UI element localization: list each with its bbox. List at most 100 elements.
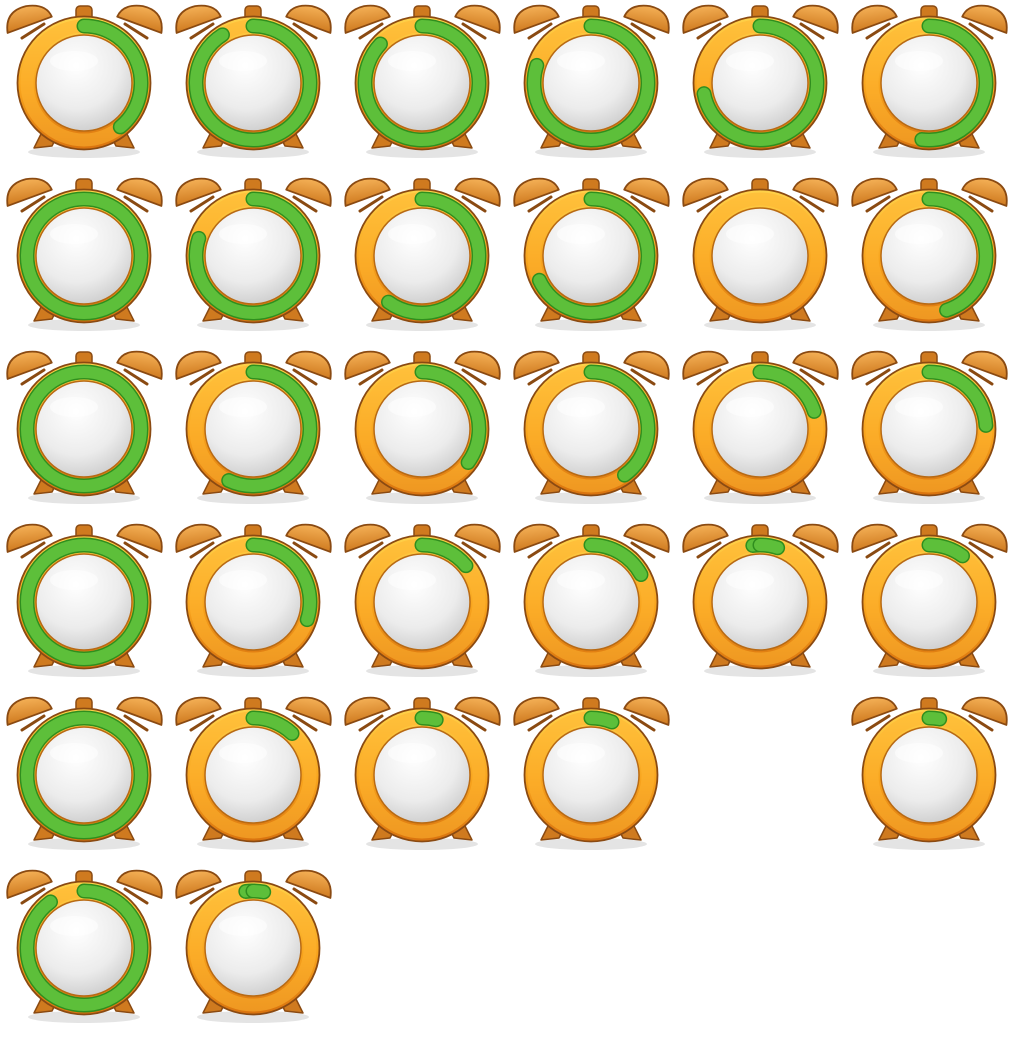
timer-progress-ring bbox=[696, 18, 825, 148]
timer-progress-ring bbox=[583, 537, 649, 583]
timer-progress-ring bbox=[583, 364, 656, 483]
alarm-clock-graphic bbox=[513, 4, 670, 158]
clock-bells bbox=[851, 350, 1008, 386]
alarm-clock-icon bbox=[845, 692, 1013, 865]
alarm-clock-graphic bbox=[513, 177, 670, 331]
clock-bells bbox=[175, 869, 332, 905]
alarm-clock-graphic bbox=[175, 696, 332, 850]
clock-bells bbox=[851, 696, 1008, 732]
alarm-clock-icon bbox=[507, 173, 676, 346]
timer-progress-ring bbox=[357, 18, 487, 148]
alarm-clock-icon bbox=[169, 519, 338, 692]
alarm-clock-graphic bbox=[513, 350, 670, 504]
timer-progress-ring bbox=[745, 537, 786, 556]
clock-bells bbox=[6, 4, 163, 40]
timer-progress-ring bbox=[221, 364, 318, 494]
timer-progress-ring bbox=[188, 191, 318, 321]
timer-progress-ring bbox=[19, 537, 149, 667]
clock-bells bbox=[175, 4, 332, 40]
alarm-clock-icon bbox=[507, 519, 676, 692]
alarm-clock-icon bbox=[845, 346, 1013, 519]
alarm-clock-icon bbox=[0, 173, 169, 346]
clock-bells bbox=[682, 350, 839, 386]
alarm-clock-icon bbox=[0, 519, 169, 692]
alarm-clock-graphic bbox=[6, 869, 163, 1023]
clock-bells bbox=[682, 523, 839, 559]
timer-progress-ring bbox=[752, 364, 822, 419]
alarm-clock-icon bbox=[676, 519, 845, 692]
timer-progress-ring bbox=[414, 537, 474, 574]
alarm-clock-graphic bbox=[344, 696, 501, 850]
timer-progress-ring bbox=[921, 710, 948, 727]
clock-bells bbox=[513, 696, 670, 732]
clock-bells bbox=[344, 350, 501, 386]
timer-progress-ring bbox=[381, 191, 487, 321]
alarm-clock-graphic bbox=[6, 177, 163, 331]
alarm-clock-graphic bbox=[851, 177, 1008, 331]
alarm-clock-graphic bbox=[682, 523, 839, 677]
timer-progress-ring bbox=[238, 883, 272, 900]
timer-progress-ring bbox=[245, 710, 300, 741]
alarm-clock-graphic bbox=[851, 696, 1008, 850]
alarm-clock-icon bbox=[338, 0, 507, 173]
alarm-clock-graphic bbox=[175, 350, 332, 504]
timer-progress-ring bbox=[188, 18, 318, 148]
alarm-clock-icon bbox=[169, 0, 338, 173]
alarm-clock-graphic bbox=[6, 696, 163, 850]
clock-bells bbox=[682, 177, 839, 213]
alarm-clock-icon bbox=[338, 519, 507, 692]
timer-progress-ring bbox=[531, 191, 656, 321]
clock-bells bbox=[344, 177, 501, 213]
alarm-clock-graphic bbox=[344, 177, 501, 331]
timer-progress-ring bbox=[583, 710, 620, 730]
alarm-clock-icon bbox=[0, 692, 169, 865]
alarm-clock-graphic bbox=[682, 4, 839, 158]
clock-bells bbox=[175, 696, 332, 732]
alarm-clock-icon bbox=[845, 173, 1013, 346]
alarm-clock-icon bbox=[845, 0, 1013, 173]
alarm-clock-icon bbox=[0, 865, 169, 1038]
clock-bells bbox=[175, 177, 332, 213]
timer-progress-ring bbox=[19, 883, 149, 1013]
clock-bells bbox=[175, 523, 332, 559]
alarm-clock-graphic bbox=[6, 4, 163, 158]
clock-bells bbox=[851, 177, 1008, 213]
clock-bells bbox=[513, 4, 670, 40]
alarm-clock-icon bbox=[338, 692, 507, 865]
alarm-clock-graphic bbox=[344, 4, 501, 158]
alarm-clock-graphic bbox=[344, 350, 501, 504]
alarm-clock-icon bbox=[676, 346, 845, 519]
timer-progress-ring bbox=[526, 18, 656, 148]
timer-progress-ring bbox=[921, 537, 970, 564]
alarm-clock-icon bbox=[169, 173, 338, 346]
timer-progress-ring bbox=[921, 364, 994, 433]
clock-bells bbox=[851, 523, 1008, 559]
alarm-clock-graphic bbox=[851, 523, 1008, 677]
alarm-clock-icon bbox=[169, 865, 338, 1038]
alarm-clock-icon bbox=[507, 692, 676, 865]
alarm-clock-graphic bbox=[6, 523, 163, 677]
timer-progress-ring bbox=[914, 18, 994, 148]
alarm-clock-icon bbox=[0, 0, 169, 173]
alarm-clock-graphic bbox=[175, 177, 332, 331]
alarm-clock-icon bbox=[676, 0, 845, 173]
clock-bells bbox=[6, 523, 163, 559]
alarm-clock-icon bbox=[507, 346, 676, 519]
alarm-clock-graphic bbox=[851, 4, 1008, 158]
timer-progress-ring bbox=[414, 364, 487, 470]
clock-bells bbox=[513, 177, 670, 213]
alarm-clock-graphic bbox=[344, 523, 501, 677]
timer-progress-ring bbox=[76, 18, 149, 135]
alarm-clock-icon bbox=[676, 173, 845, 346]
alarm-clock-icon bbox=[507, 0, 676, 173]
clock-bells bbox=[513, 350, 670, 386]
timer-progress-ring bbox=[19, 364, 149, 494]
timer-progress-ring bbox=[245, 537, 318, 628]
alarm-clock-graphic bbox=[6, 350, 163, 504]
alarm-clock-graphic bbox=[513, 696, 670, 850]
alarm-clock-graphic bbox=[851, 350, 1008, 504]
clock-bells bbox=[682, 4, 839, 40]
alarm-clock-graphic bbox=[682, 350, 839, 504]
alarm-clock-graphic bbox=[682, 177, 839, 331]
